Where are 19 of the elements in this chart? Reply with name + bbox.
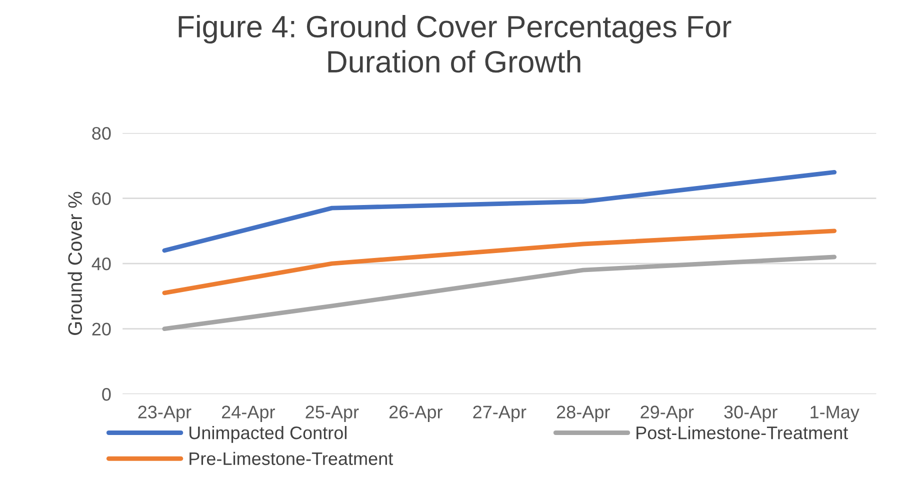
x-tick-label: 30-Apr	[724, 406, 778, 422]
x-tick-label: 23-Apr	[138, 406, 192, 422]
y-tick-label: 20	[92, 322, 111, 336]
legend-label: Unimpacted Control	[190, 426, 346, 443]
x-tick-label: 27-Apr	[473, 406, 526, 422]
y-tick-label: 80	[92, 126, 111, 140]
x-tick-label: 26-Apr	[389, 406, 442, 422]
x-tick-label: 25-Apr	[306, 406, 359, 422]
y-tick-label: 60	[92, 192, 111, 206]
x-tick-label: 1-May	[810, 406, 860, 422]
y-tick-label: 40	[92, 257, 111, 270]
y-axis-title: Ground Cover %	[68, 192, 82, 335]
x-tick-label: 24-Apr	[222, 406, 275, 422]
x-tick-label: 28-Apr	[556, 406, 610, 422]
y-tick-label: 0	[102, 388, 111, 401]
legend-label: Pre-Limestone-Treatment	[190, 452, 394, 466]
legend-label: Post-Limestone-Treatment	[636, 426, 848, 440]
chart-title: Figure 4: Ground Cover Percentages For Duration of Growth	[178, 15, 732, 73]
x-tick-label: 29-Apr	[640, 406, 694, 422]
